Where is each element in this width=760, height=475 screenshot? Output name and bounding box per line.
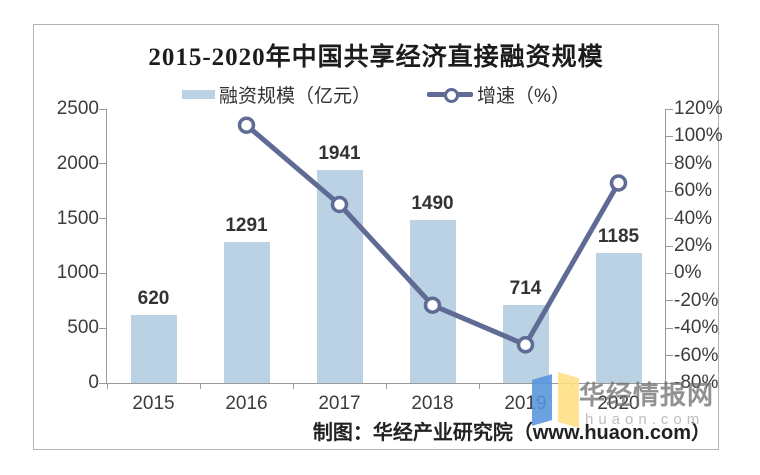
x-axis-label: 2016: [225, 393, 268, 414]
x-axis-label: 2015: [132, 393, 175, 414]
left-axis-tick: [99, 163, 107, 165]
left-axis-tick: [99, 272, 107, 274]
x-axis-tick: [478, 383, 480, 389]
right-axis-label: -80%: [674, 372, 719, 393]
right-axis-tick: [665, 300, 673, 302]
legend-label-financing: 融资规模（亿元）: [219, 86, 372, 107]
right-axis-tick: [665, 355, 673, 357]
logo-yellow-face: [558, 371, 579, 429]
left-axis-tick: [99, 218, 107, 220]
bar: [223, 241, 270, 383]
right-axis-tick: [665, 245, 673, 247]
chart-frame: 2015-2020年中国共享经济直接融资规模 融资规模（亿元） 增速（%） 0 5…: [33, 24, 723, 450]
growth-point-marker: [237, 116, 256, 134]
credit-text: 制图：华经产业研究院（www.huaon.com）: [312, 422, 711, 444]
line-marker-icon: [444, 88, 460, 103]
left-axis-label: 1000: [56, 262, 99, 284]
bar-value-label: 1291: [225, 214, 268, 236]
right-axis-tick: [665, 272, 673, 274]
right-axis-label: 100%: [674, 125, 723, 147]
right-axis-tick: [665, 135, 673, 137]
legend-item-growth: 增速（%）: [427, 81, 570, 108]
right-axis-label: 40%: [674, 207, 713, 229]
plot-area: 0 500 1000 1500 2000 2500 -80% -60% -40% -20% 0% 20…: [57, 99, 723, 415]
watermark-domain: huaon.com: [585, 411, 705, 428]
logo-blue-face: [532, 374, 552, 426]
x-axis-tick: [199, 383, 201, 389]
right-axis-label: -40%: [674, 317, 719, 339]
x-axis-label: 2020: [597, 393, 640, 414]
bar-value-label: 620: [137, 288, 170, 310]
right-axis-tick: [665, 163, 673, 165]
left-axis-label: 0: [88, 372, 99, 393]
left-axis-tick: [99, 327, 107, 329]
chart-title: 2015-2020年中国共享经济直接融资规模: [148, 44, 604, 71]
watermark-name: 华经情报网: [579, 380, 715, 410]
x-axis-label: 2018: [411, 393, 454, 414]
legend-item-financing: 融资规模（亿元）: [182, 81, 371, 108]
right-axis-tick: [665, 327, 673, 329]
left-axis-label: 1500: [56, 207, 99, 229]
left-axis-tick: [99, 108, 107, 110]
bar-value-label: 1490: [411, 192, 454, 214]
bar-value-label: 1941: [318, 143, 361, 165]
right-axis-tick: [665, 382, 673, 384]
right-axis-tick: [665, 108, 673, 110]
legend-label-growth: 增速（%）: [477, 86, 570, 107]
left-axis-label: 2500: [56, 98, 99, 119]
legend: 融资规模（亿元） 增速（%）: [34, 81, 718, 108]
right-axis-label: 0%: [674, 262, 702, 284]
x-axis-tick: [385, 383, 387, 389]
growth-point-marker: [330, 195, 349, 214]
left-axis-tick: [99, 382, 107, 384]
x-axis-tick: [106, 383, 108, 389]
x-axis-tick: [664, 383, 666, 389]
growth-point-marker: [516, 336, 535, 354]
huaon-logo-icon: [531, 367, 581, 429]
right-axis-label: 60%: [674, 180, 713, 202]
bar: [595, 253, 642, 383]
bar-value-label: 1185: [597, 226, 640, 248]
right-axis-label: 20%: [674, 235, 713, 256]
x-axis-label: 2017: [318, 393, 361, 414]
right-axis-label: -60%: [674, 344, 719, 366]
bar-value-label: 714: [509, 277, 542, 299]
right-axis-label: 120%: [674, 98, 723, 119]
growth-line-layer: [237, 116, 628, 354]
bar-swatch-icon: [182, 90, 216, 99]
left-axis-label: 500: [67, 317, 99, 339]
left-axis-label: 2000: [56, 152, 99, 174]
line-swatch-icon: [427, 88, 474, 103]
right-axis-label: -20%: [674, 289, 719, 311]
x-axis-tick: [292, 383, 294, 389]
growth-point-marker: [609, 174, 628, 192]
right-axis-tick: [665, 218, 673, 220]
growth-point-marker: [423, 296, 442, 314]
right-axis-label: 80%: [674, 152, 713, 174]
bar: [130, 315, 177, 383]
right-axis-tick: [665, 190, 673, 192]
